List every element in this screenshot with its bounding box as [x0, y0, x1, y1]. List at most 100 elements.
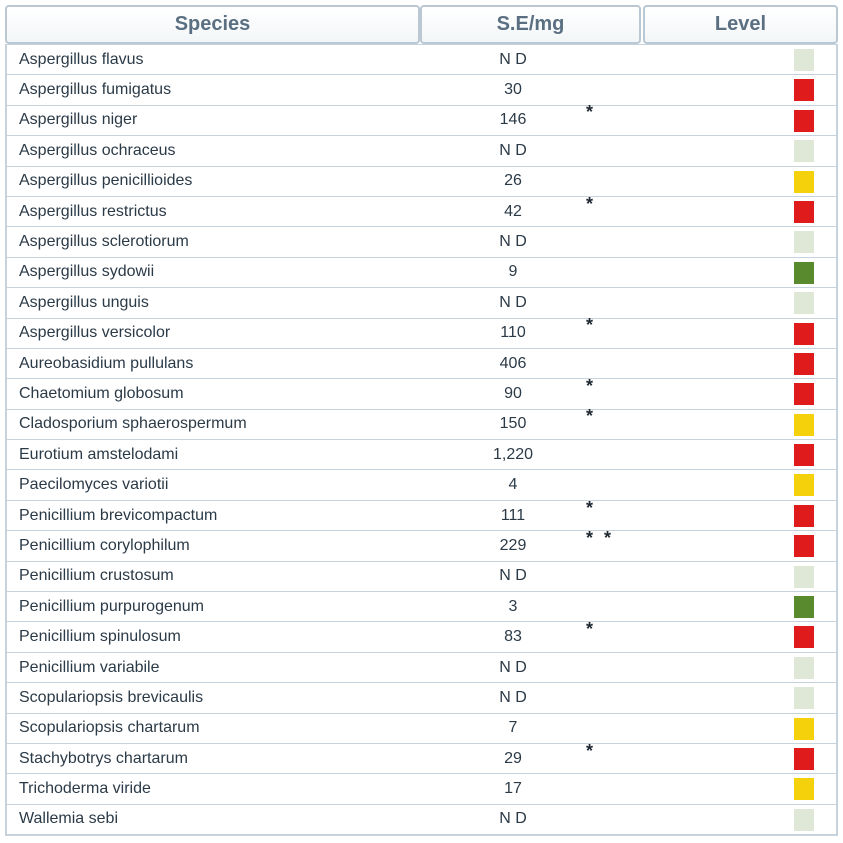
level-cell — [700, 45, 836, 74]
level-swatch — [794, 200, 814, 223]
level-swatch — [794, 808, 814, 831]
asterisk-note: * — [586, 406, 597, 427]
table-row: Eurotium amstelodami 1,220 — [7, 439, 836, 469]
level-cell — [700, 562, 836, 591]
level-cell — [700, 805, 836, 834]
level-swatch — [794, 747, 814, 770]
species-name: Wallemia sebi — [19, 810, 118, 828]
level-cell — [700, 379, 836, 408]
level-swatch — [794, 413, 814, 436]
level-swatch — [794, 79, 814, 102]
species-name: Paecilomyces variotii — [19, 476, 169, 494]
se-mg-value: N D — [499, 50, 527, 68]
level-swatch — [794, 687, 814, 710]
species-name: Cladosporium sphaerospermum — [19, 415, 247, 433]
level-cell — [700, 227, 836, 256]
level-cell — [700, 501, 836, 530]
species-name: Penicillium purpurogenum — [19, 597, 204, 615]
table-header: Species S.E/mg Level — [5, 5, 838, 44]
header-se-mg[interactable]: S.E/mg — [420, 5, 641, 44]
se-mg-value: N D — [499, 141, 527, 159]
level-cell — [700, 653, 836, 682]
se-mg-value: 146 — [499, 111, 527, 129]
asterisk-note: * — [586, 619, 597, 640]
species-name: Penicillium variabile — [19, 658, 160, 676]
level-cell — [700, 319, 836, 348]
se-mg-value: 7 — [508, 719, 518, 737]
se-mg-value: 110 — [500, 324, 526, 342]
table-row: Aspergillus flavus N D — [7, 44, 836, 74]
level-cell — [700, 592, 836, 621]
species-name: Aspergillus sydowii — [19, 263, 155, 281]
se-mg-value: 90 — [504, 384, 522, 402]
level-cell — [700, 288, 836, 317]
level-swatch — [794, 717, 814, 740]
species-name: Chaetomium globosum — [19, 384, 184, 402]
se-mg-value: 17 — [504, 780, 522, 798]
species-name: Stachybotrys chartarum — [19, 749, 188, 767]
level-cell — [700, 683, 836, 712]
species-name: Aspergillus flavus — [19, 50, 144, 68]
level-swatch — [794, 261, 814, 284]
level-cell — [700, 167, 836, 196]
asterisk-note: * * — [586, 527, 615, 548]
se-mg-value: 42 — [504, 202, 522, 220]
species-name: Aspergillus versicolor — [19, 324, 171, 342]
table-row: Penicillium corylophilum 229 * * — [7, 527, 836, 560]
level-cell — [700, 197, 836, 226]
table-row: Aspergillus ochraceus N D — [7, 135, 836, 165]
se-mg-value: N D — [499, 688, 527, 706]
species-name: Aspergillus restrictus — [19, 202, 167, 220]
level-swatch — [794, 626, 814, 649]
level-cell — [700, 258, 836, 287]
level-swatch — [794, 352, 814, 375]
table-row: Aureobasidium pullulans 406 — [7, 347, 836, 378]
level-cell — [700, 440, 836, 469]
species-name: Penicillium corylophilum — [19, 536, 190, 554]
se-mg-value: 150 — [499, 415, 527, 433]
level-swatch — [794, 535, 814, 558]
species-name: Penicillium spinulosum — [19, 628, 181, 646]
se-mg-value: 111 — [500, 506, 526, 524]
se-mg-value: 30 — [504, 81, 522, 99]
level-swatch — [794, 656, 814, 679]
species-name: Trichoderma viride — [19, 780, 151, 798]
table-body: Aspergillus flavus N D Aspergillus fumigat… — [5, 44, 838, 837]
header-species[interactable]: Species — [5, 5, 420, 44]
se-mg-value: 4 — [508, 476, 518, 494]
table-row: Trichoderma viride 17 — [7, 773, 836, 803]
level-cell — [700, 622, 836, 651]
table-row: Aspergillus penicillioides 26 — [7, 165, 836, 196]
level-cell — [700, 75, 836, 104]
level-swatch — [794, 474, 814, 497]
asterisk-note: * — [586, 740, 597, 761]
species-name: Aspergillus sclerotiorum — [19, 233, 189, 251]
table-row: Stachybotrys chartarum 29 * — [7, 740, 836, 773]
asterisk-note: * — [586, 193, 597, 214]
table-row: Aspergillus sclerotiorum N D — [7, 226, 836, 256]
asterisk-note: * — [586, 497, 597, 518]
table-row: Aspergillus fumigatus 30 — [7, 74, 836, 104]
level-swatch — [794, 444, 814, 467]
species-name: Aspergillus fumigatus — [19, 81, 172, 99]
table-row: Cladosporium sphaerospermum 150 * — [7, 406, 836, 439]
table-row: Aspergillus versicolor 110 * — [7, 315, 836, 348]
se-mg-value: N D — [499, 567, 527, 585]
table-row: Aspergillus restrictus 42 * — [7, 193, 836, 226]
se-mg-value: N D — [499, 810, 527, 828]
species-name: Scopulariopsis chartarum — [19, 719, 200, 737]
level-cell — [700, 774, 836, 803]
table-row: Scopulariopsis brevicaulis N D — [7, 682, 836, 712]
table-row: Penicillium variabile N D — [7, 651, 836, 682]
table-row: Penicillium purpurogenum 3 — [7, 591, 836, 621]
table-row: Chaetomium globosum 90 * — [7, 376, 836, 408]
level-cell — [700, 136, 836, 165]
species-name: Scopulariopsis brevicaulis — [19, 688, 204, 706]
level-swatch — [794, 170, 814, 193]
level-swatch — [794, 504, 814, 527]
table-row: Aspergillus sydowii 9 — [7, 256, 836, 287]
header-level[interactable]: Level — [643, 5, 838, 44]
level-cell — [700, 714, 836, 743]
species-name: Aspergillus penicillioides — [19, 172, 193, 190]
se-mg-value: N D — [499, 293, 527, 311]
